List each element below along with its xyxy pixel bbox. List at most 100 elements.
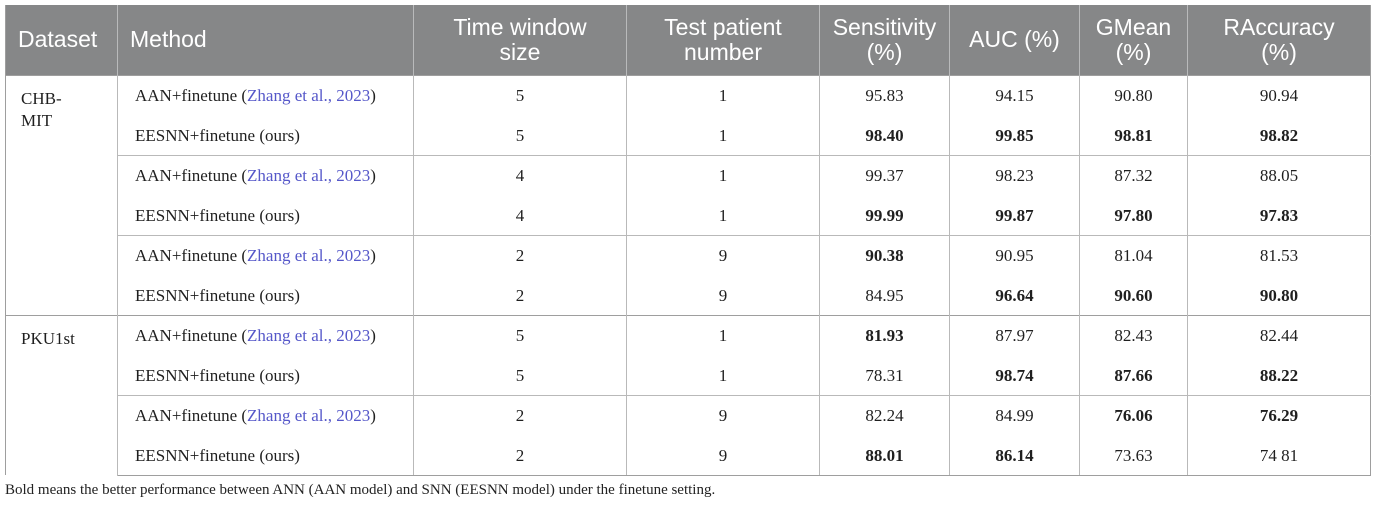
cell-sens: 78.31 xyxy=(819,357,950,395)
cell-gmean: 87.66 xyxy=(1079,357,1188,395)
cell-value: 1 xyxy=(718,86,728,106)
cell-racc: 74 81 xyxy=(1187,437,1371,476)
cell-value: 81.53 xyxy=(1259,246,1299,266)
method-name: AAN+finetune ( xyxy=(135,86,248,106)
method-name: AAN+finetune ( xyxy=(135,166,248,186)
cell-tp: 9 xyxy=(626,234,820,277)
cell-auc: 94.15 xyxy=(949,74,1080,117)
table-row: PKU1st AAN+finetune (Zhang et al., 2023) 5… xyxy=(5,314,1371,475)
citation-link[interactable]: Zhang et al., 2023 xyxy=(247,326,371,346)
cell-tw: 5 xyxy=(413,357,627,395)
cell-tp: 1 xyxy=(626,357,820,395)
method-cell: AAN+finetune (Zhang et al., 2023) xyxy=(117,154,414,197)
cell-value: 4 xyxy=(515,166,525,186)
cell-sens: 98.40 xyxy=(819,117,950,155)
cell-value: 99.85 xyxy=(995,125,1034,145)
cell-tp: 9 xyxy=(626,394,820,437)
method-suffix: ) xyxy=(370,406,376,426)
cell-sens: 99.37 xyxy=(819,154,950,197)
method-name: EESNN+finetune (ours) xyxy=(135,205,300,225)
cell-gmean: 90.60 xyxy=(1079,277,1188,315)
cell-value: 5 xyxy=(515,86,525,106)
method-suffix: ) xyxy=(370,166,376,186)
cell-tp: 1 xyxy=(626,197,820,235)
table-body: CHB- MIT AAN+finetune (Zhang et al., 2023)… xyxy=(5,74,1371,476)
cell-auc: 98.74 xyxy=(949,357,1080,395)
cell-value: 87.66 xyxy=(1114,365,1153,385)
header-text: RAccuracy xyxy=(1223,13,1335,40)
table-row: EESNN+finetune (ours) 2 9 88.01 86.14 73.63 74… xyxy=(6,437,1371,476)
cell-value: 5 xyxy=(515,365,525,385)
header-text: number xyxy=(684,38,762,65)
citation-link[interactable]: Zhang et al., 2023 xyxy=(247,86,371,106)
cell-tw: 5 xyxy=(413,117,627,155)
cell-value: 90.38 xyxy=(865,246,904,266)
cell-gmean: 82.43 xyxy=(1079,314,1188,357)
cell-value: 88.01 xyxy=(865,445,904,465)
cell-value: 81.93 xyxy=(865,326,904,346)
cell-value: 9 xyxy=(718,445,728,465)
method-suffix: ) xyxy=(370,86,376,106)
method-name: EESNN+finetune (ours) xyxy=(135,445,300,465)
table-row: EESNN+finetune (ours) 5 1 78.31 98.74 87.66 88… xyxy=(6,357,1371,395)
cell-value: 99.37 xyxy=(865,166,904,186)
cell-auc: 84.99 xyxy=(949,394,1080,437)
cell-tp: 1 xyxy=(626,314,820,357)
cell-value: 88.22 xyxy=(1259,365,1299,385)
cell-value: 5 xyxy=(515,125,525,145)
header-gmean: GMean (%) xyxy=(1079,5,1188,75)
header-auc: AUC (%) xyxy=(949,5,1080,75)
dataset-name: CHB- xyxy=(21,88,62,108)
method-suffix: ) xyxy=(370,326,376,346)
table-header: Dataset Method Time window size Test patient… xyxy=(5,5,1371,75)
citation-link[interactable]: Zhang et al., 2023 xyxy=(247,406,371,426)
header-text: (%) xyxy=(1261,38,1297,65)
table-row: AAN+finetune (Zhang et al., 2023) 4 1 99.37… xyxy=(6,154,1371,197)
method-cell: AAN+finetune (Zhang et al., 2023) xyxy=(117,394,414,437)
header-text: (%) xyxy=(866,38,903,65)
results-table: Dataset Method Time window size Test patient… xyxy=(5,5,1371,476)
cell-value: 2 xyxy=(515,285,525,305)
cell-value: 96.64 xyxy=(995,285,1034,305)
method-cell: AAN+finetune (Zhang et al., 2023) xyxy=(117,314,414,357)
cell-value: 73.63 xyxy=(1114,445,1153,465)
citation-link[interactable]: Zhang et al., 2023 xyxy=(247,166,371,186)
cell-value: 84.99 xyxy=(995,406,1034,426)
table-footnote: Bold means the better performance betwee… xyxy=(5,482,716,498)
header-method: Method xyxy=(117,5,414,75)
cell-racc: 90.94 xyxy=(1187,74,1371,117)
cell-value: 2 xyxy=(515,406,525,426)
cell-value: 2 xyxy=(515,246,525,266)
cell-tw: 4 xyxy=(413,197,627,235)
cell-gmean: 81.04 xyxy=(1079,234,1188,277)
cell-value: 76.29 xyxy=(1259,406,1299,426)
method-cell: EESNN+finetune (ours) xyxy=(117,437,414,476)
cell-value: 98.23 xyxy=(995,166,1034,186)
header-sensitivity: Sensitivity (%) xyxy=(819,5,950,75)
cell-value: 1 xyxy=(718,125,728,145)
dataset-cell: PKU1st xyxy=(5,314,118,475)
cell-value: 84.95 xyxy=(865,285,904,305)
cell-value: 98.40 xyxy=(865,125,904,145)
method-name: AAN+finetune ( xyxy=(135,406,248,426)
cell-value: 82.43 xyxy=(1114,326,1153,346)
cell-value: 87.97 xyxy=(995,326,1034,346)
cell-racc: 97.83 xyxy=(1188,197,1371,235)
cell-value: 1 xyxy=(718,166,728,186)
cell-gmean: 76.06 xyxy=(1079,394,1188,437)
header-text: GMean xyxy=(1095,13,1172,40)
cell-value: 90.80 xyxy=(1259,285,1299,305)
cell-sens: 82.24 xyxy=(819,394,950,437)
cell-value: 9 xyxy=(718,246,728,266)
cell-value: 9 xyxy=(718,285,728,305)
table-row: AAN+finetune (Zhang et al., 2023) 2 9 82.24… xyxy=(6,394,1371,437)
cell-gmean: 73.63 xyxy=(1079,437,1188,476)
cell-value: 99.87 xyxy=(995,205,1034,225)
citation-link[interactable]: Zhang et al., 2023 xyxy=(247,246,371,266)
method-cell: EESNN+finetune (ours) xyxy=(117,277,414,315)
cell-tp: 9 xyxy=(626,437,820,476)
cell-tw: 2 xyxy=(413,437,627,476)
cell-value: 97.80 xyxy=(1114,205,1153,225)
method-cell: EESNN+finetune (ours) xyxy=(117,117,414,155)
cell-gmean: 97.80 xyxy=(1079,197,1188,235)
